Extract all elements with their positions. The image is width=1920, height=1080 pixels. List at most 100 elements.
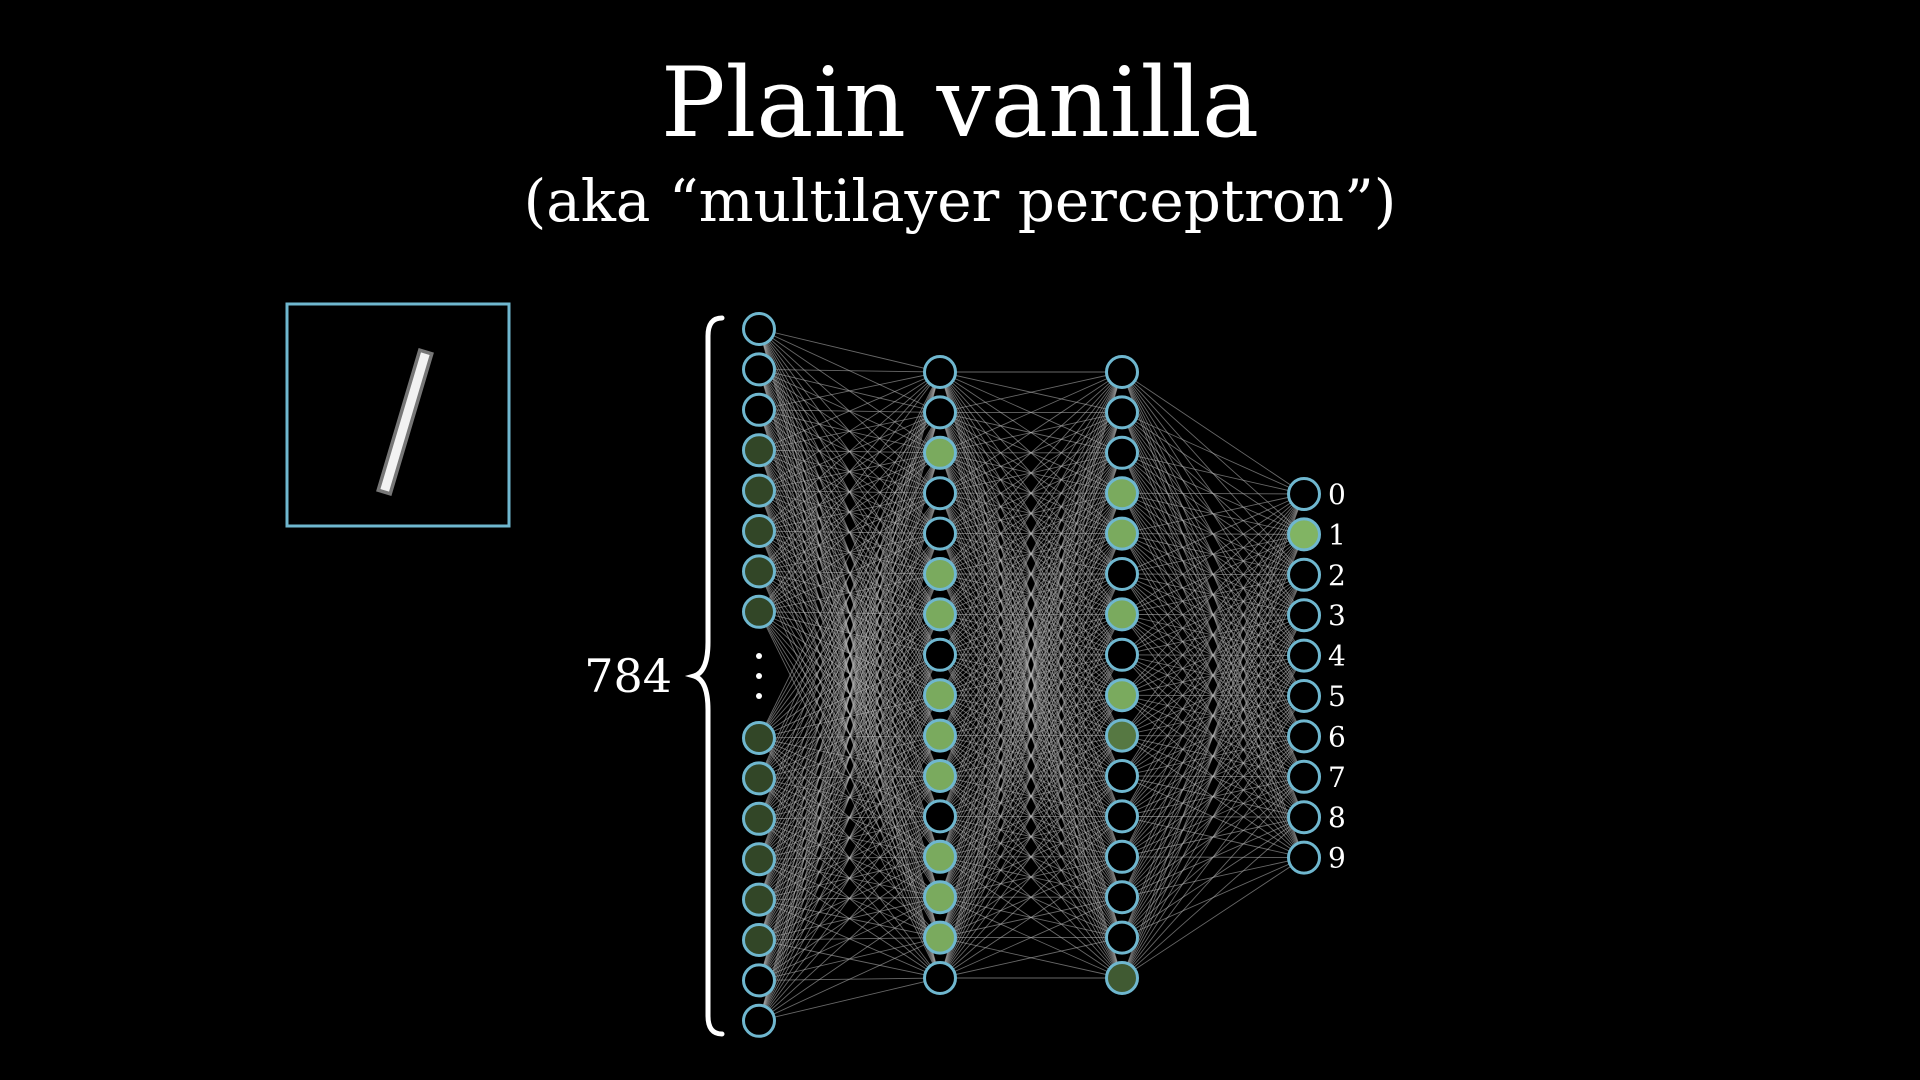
connection-line [758, 816, 941, 1022]
output-neuron [1287, 477, 1321, 511]
connection-line [758, 371, 941, 779]
input-neuron [742, 312, 776, 346]
connection-line [1121, 493, 1305, 938]
hidden1-neuron [923, 880, 957, 915]
connection-line [1121, 493, 1305, 615]
hidden2-neuron [1105, 678, 1139, 713]
connection-line [758, 493, 941, 1021]
output-label: 3 [1328, 599, 1346, 632]
hidden2-neuron [1105, 759, 1139, 793]
input-neuron [742, 594, 776, 629]
hidden1-neuron [923, 395, 957, 430]
output-neuron [1287, 840, 1321, 875]
connection-line [758, 371, 941, 491]
hidden1-neuron [923, 961, 957, 995]
connections [758, 328, 1305, 1022]
connection-line [939, 371, 1123, 817]
connection-line [1121, 493, 1305, 817]
connection-line [939, 493, 1123, 979]
connection-line [1121, 493, 1305, 979]
connection-line [939, 735, 1123, 979]
connection-line [1121, 857, 1305, 979]
hidden2-neuron [1105, 476, 1139, 511]
output-label: 1 [1328, 518, 1346, 551]
connection-line [758, 371, 941, 411]
connection-line [758, 735, 941, 1022]
connection-line [1121, 574, 1305, 979]
input-neuron [742, 761, 776, 796]
input-neuron [742, 1003, 776, 1038]
input-neuron [742, 721, 776, 755]
connection-line [939, 816, 1123, 979]
input-neuron [742, 392, 776, 427]
output-neuron [1287, 800, 1321, 835]
connection-line [758, 371, 941, 981]
connection-line [939, 371, 1123, 736]
connection-line [1121, 411, 1305, 495]
connection-line [1121, 493, 1305, 858]
connection-line [939, 937, 1123, 979]
hidden1-neuron [923, 759, 957, 793]
connection-line [758, 371, 941, 451]
neurons [742, 312, 1321, 1038]
connection-line [758, 371, 941, 572]
output-neuron [1287, 719, 1321, 754]
connection-line [939, 371, 1123, 696]
hidden1-neuron [923, 678, 957, 713]
hidden2-neuron [1105, 880, 1139, 915]
handwritten-digit-one-icon [376, 348, 434, 496]
output-neuron [1287, 517, 1321, 552]
connection-line [1121, 776, 1305, 979]
connection-line [758, 611, 941, 938]
connection-line [758, 533, 941, 1021]
connection-line [1121, 493, 1305, 736]
connection-line [1121, 493, 1305, 696]
input-image-frame [285, 302, 511, 528]
connection-line [758, 654, 941, 1021]
connection-line [758, 614, 941, 1021]
connection-line [939, 371, 1123, 938]
hidden1-neuron [923, 597, 957, 632]
connection-line [939, 371, 1123, 857]
connection-line [939, 533, 1123, 979]
connection-line [939, 371, 1123, 454]
connection-line [758, 371, 941, 739]
hidden2-neuron [1105, 839, 1139, 874]
connection-line [939, 371, 1123, 898]
connection-line [939, 856, 1123, 979]
connection-line [758, 371, 941, 1021]
connection-line [939, 775, 1123, 979]
connection-line [758, 371, 941, 613]
connection-line [1121, 695, 1305, 979]
left-curly-brace-icon [684, 315, 725, 1037]
connection-line [758, 371, 941, 819]
connection-line [1121, 371, 1305, 495]
input-neuron [742, 352, 776, 387]
output-neuron [1287, 679, 1321, 713]
connection-line [758, 775, 941, 1022]
connection-line [758, 937, 941, 1022]
connection-line [758, 371, 941, 860]
connection-line [758, 328, 941, 373]
hidden2-neuron [1105, 516, 1139, 551]
connection-line [758, 371, 941, 532]
hidden2-neuron [1105, 718, 1139, 753]
connection-line [939, 371, 1123, 575]
connection-line [1121, 614, 1305, 979]
connection-line [1121, 492, 1305, 495]
connection-line [939, 452, 1123, 979]
connection-line [758, 371, 941, 900]
connection-line [939, 371, 1123, 494]
hidden1-neuron [923, 637, 957, 672]
connection-line [939, 573, 1123, 979]
hidden2-neuron [1105, 355, 1139, 389]
page-subtitle: (aka “multilayer perceptron”) [523, 167, 1397, 235]
input-count-label: 784 [584, 649, 672, 703]
connection-line [758, 452, 941, 1021]
connection-line [1121, 534, 1305, 979]
output-label: 5 [1328, 680, 1346, 713]
hidden2-neuron [1105, 435, 1139, 470]
hidden2-neuron [1105, 597, 1139, 632]
